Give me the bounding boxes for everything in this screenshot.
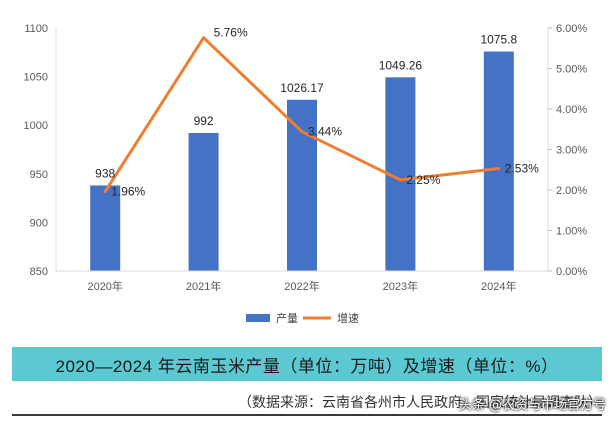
watermark: 头条 @农资与市场官方号 [458, 398, 606, 413]
growth-value-label: 5.76% [214, 26, 248, 40]
growth-value-label: 3.44% [308, 125, 342, 139]
x-tick-label: 2020年 [87, 279, 122, 293]
data-labels: 938 992 1026.17 1049.26 1075.8 1.96% 5.76% 3.44… [95, 26, 539, 199]
right-tick-label: 3.00% [556, 145, 587, 157]
bar-value-label: 1049.26 [379, 58, 423, 72]
chart: 850 900 950 1000 1050 1100 0.00% 1.00% 2.00% 3.00… [24, 23, 588, 325]
growth-point-1 [202, 36, 206, 40]
right-tick-label: 1.00% [556, 226, 587, 238]
legend-swatch-output [246, 314, 270, 322]
x-tick-label: 2021年 [186, 279, 221, 293]
left-tick-label: 850 [30, 266, 48, 278]
left-tick-label: 1100 [24, 23, 48, 35]
bar-value-label: 1026.17 [280, 81, 324, 95]
left-tick-label: 950 [30, 169, 48, 181]
source-note: （数据来源：云南省各州市人民政府、国家统计局调查队） [238, 396, 602, 411]
growth-value-label: 1.96% [111, 185, 145, 199]
bar-series [90, 51, 514, 272]
right-tick-label: 6.00% [556, 23, 587, 35]
left-tick-label: 1000 [24, 120, 48, 132]
bar-value-label: 938 [95, 166, 115, 180]
axes: 850 900 950 1000 1050 1100 0.00% 1.00% 2.00% 3.00… [24, 23, 588, 293]
bottom-rule [12, 414, 602, 416]
growth-point-4 [497, 167, 501, 171]
x-tick-label: 2024年 [481, 279, 516, 293]
bar-4 [483, 51, 514, 271]
growth-point-2 [300, 130, 304, 134]
legend-label-growth: 增速 [337, 311, 359, 325]
right-tick-label: 0.00% [556, 266, 587, 278]
legend: 产量 增速 [246, 311, 359, 325]
bar-value-label: 1075.8 [480, 33, 517, 47]
right-tick-label: 4.00% [556, 104, 587, 116]
left-tick-label: 1050 [24, 72, 48, 84]
line-series [103, 36, 501, 194]
bar-2 [287, 99, 317, 271]
x-tick-label: 2023年 [383, 279, 418, 293]
title-band: 2020—2024 年云南玉米产量（单位：万吨）及增速（单位：%） [12, 347, 602, 381]
growth-point-3 [398, 178, 402, 182]
legend-label-output: 产量 [276, 311, 298, 325]
growth-value-label: 2.25% [406, 173, 440, 187]
growth-point-0 [103, 190, 107, 194]
chart-title: 2020—2024 年云南玉米产量（单位：万吨）及增速（单位：%） [55, 356, 559, 376]
bar-1 [188, 132, 219, 271]
growth-value-label: 2.53% [505, 162, 539, 176]
bar-0 [90, 185, 121, 271]
bar-value-label: 992 [194, 114, 214, 128]
right-tick-label: 5.00% [556, 64, 587, 76]
x-tick-label: 2022年 [284, 279, 319, 293]
right-tick-label: 2.00% [556, 185, 587, 197]
left-tick-label: 900 [30, 217, 48, 229]
